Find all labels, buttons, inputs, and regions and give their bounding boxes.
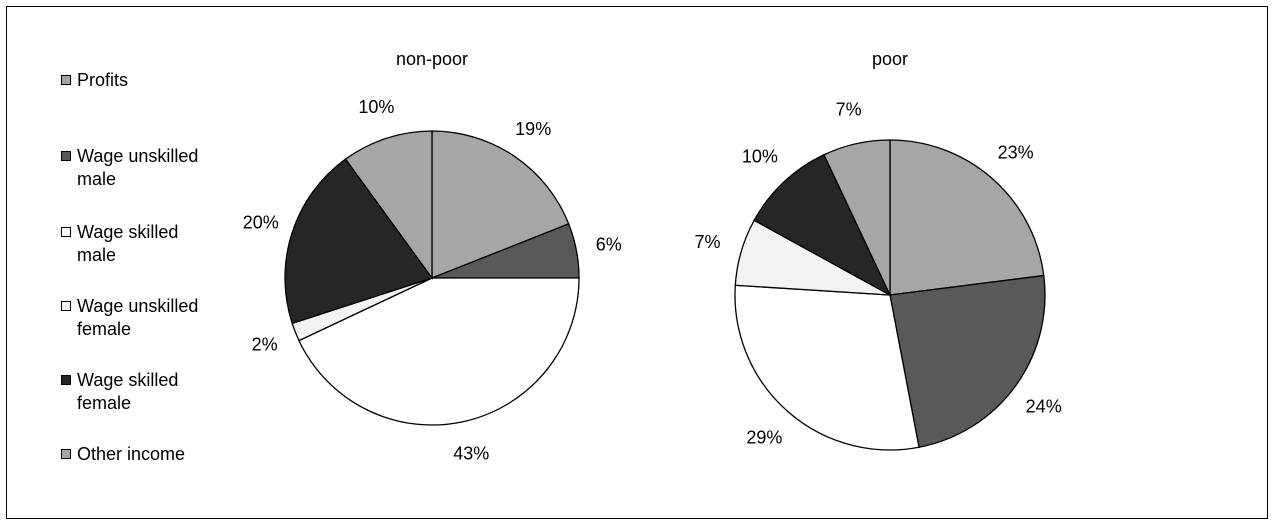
data-label-profits: 23% — [998, 143, 1034, 163]
data-label-wage-unskilled-female: 7% — [694, 232, 720, 252]
legend-swatch-wage-skilled-male — [61, 227, 71, 237]
legend-label: Wage skilled female — [77, 370, 179, 413]
slice-wage-unskilled-male — [889, 274, 1046, 449]
slice-wage-skilled-female — [284, 158, 434, 325]
data-label-wage-skilled-female: 10% — [742, 147, 778, 167]
chart-frame: non-poor 19% 6% 43% 2% 20% 10% poor 23% 24% 29% 7% 1… — [6, 6, 1268, 519]
data-label-wage-unskilled-female: 2% — [252, 334, 278, 354]
legend-label: Wage unskilled female — [77, 296, 199, 339]
pie-charts-svg: non-poor 19% 6% 43% 2% 20% 10% poor 23% 24% 29% 7% 1… — [243, 49, 1062, 464]
slice-wage-skilled-male — [734, 284, 920, 451]
data-label-other-income: 7% — [836, 100, 862, 120]
slice-other-income — [344, 130, 433, 281]
pie-title: non-poor — [396, 49, 468, 69]
slice-profits — [431, 130, 570, 279]
legend-swatch-profits — [61, 75, 71, 85]
data-label-wage-unskilled-male: 24% — [1026, 397, 1062, 417]
data-label-profits: 19% — [515, 119, 551, 139]
legend-label: Other income — [77, 444, 186, 464]
legend-label: Wage unskilled male — [77, 146, 199, 189]
data-label-wage-skilled-male: 29% — [746, 428, 782, 448]
data-label-wage-skilled-female: 20% — [243, 212, 279, 232]
slice-other-income — [823, 139, 891, 296]
legend-swatch-other-income — [61, 449, 71, 459]
slice-profits — [889, 139, 1045, 296]
legend-swatch-wage-unskilled-female — [61, 301, 71, 311]
data-label-other-income: 10% — [358, 97, 394, 117]
legend-label: Profits — [77, 70, 129, 90]
pie-title: poor — [872, 49, 908, 69]
data-label-wage-skilled-male: 43% — [453, 444, 489, 464]
legend-label: Wage skilled male — [77, 222, 179, 265]
data-label-wage-unskilled-male: 6% — [596, 234, 622, 254]
legend-swatch-wage-skilled-female — [61, 375, 71, 385]
slice-wage-skilled-female — [753, 153, 892, 297]
slice-wage-skilled-male — [298, 277, 580, 426]
pie-poor: poor 23% 24% 29% 7% 10% 7% — [694, 49, 1062, 451]
pie-non-poor: non-poor 19% 6% 43% 2% 20% 10% — [243, 49, 622, 464]
legend-swatch-wage-unskilled-male — [61, 151, 71, 161]
